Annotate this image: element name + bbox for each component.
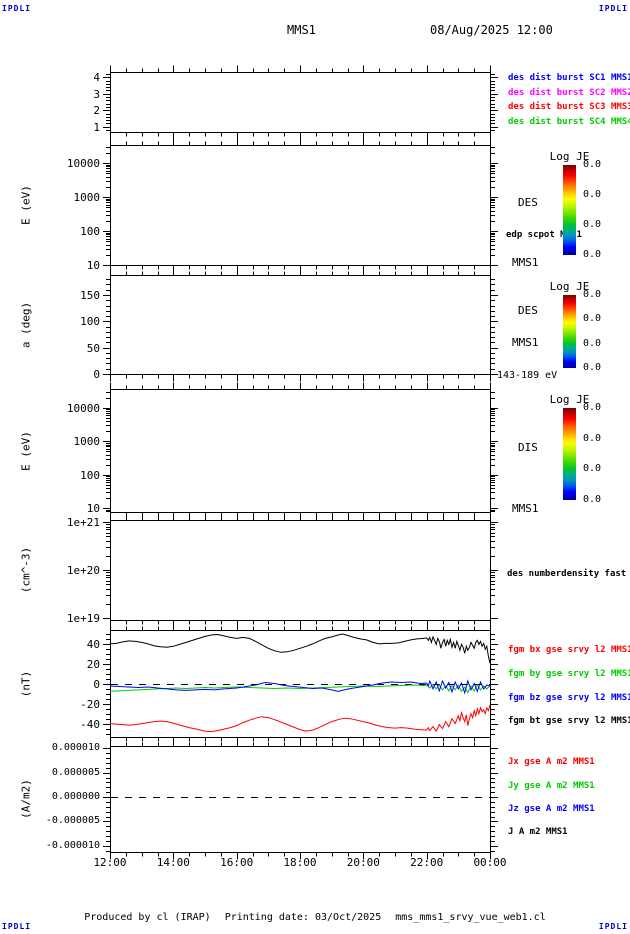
side-label: MMS1 <box>512 256 539 269</box>
y-tick-label: 0 <box>93 677 100 691</box>
y-tick-label: -20 <box>80 697 100 711</box>
y-tick-label: 0 <box>93 367 100 381</box>
x-tick-label: 14:00 <box>156 856 190 869</box>
y-tick-label: 10 <box>86 258 100 272</box>
colorbar <box>563 165 576 255</box>
y-axis-title: E (eV) <box>19 185 33 225</box>
colorbar <box>563 295 576 368</box>
page-title: MMS1 <box>287 23 316 37</box>
legend-item: Jx gse A m2 MMS1 <box>508 757 595 767</box>
colorbar-tick-label: 0.0 <box>583 494 602 505</box>
legend-item: des dist burst SC2 MMS2 <box>508 88 630 98</box>
legend-item: Jz gse A m2 MMS1 <box>508 804 595 814</box>
side-label: des numberdensity fast M <box>507 569 630 579</box>
side-label: J A m2 MMS1 <box>508 827 568 837</box>
ipdli-logo-bottom-right: IPDLI <box>598 922 628 931</box>
colorbar-tick-label: 0.0 <box>583 362 602 373</box>
y-axis-title: (cm^-3) <box>19 546 33 594</box>
colorbar-tick-label: 0.0 <box>583 249 602 260</box>
side-label: DES <box>518 304 538 317</box>
legend-item: Jy gse A m2 MMS1 <box>508 781 595 791</box>
colorbar-tick-label: 0.0 <box>583 289 602 300</box>
colorbar-title: Log JE <box>549 150 590 163</box>
y-tick-label: 10000 <box>66 401 100 415</box>
footer-printing-date: Printing date: 03/Oct/2025 <box>224 912 382 923</box>
y-tick-label: 100 <box>80 224 100 238</box>
y-tick-label: 1e+20 <box>66 563 100 577</box>
footer: Produced by cl (IRAP) Printing date: 03/… <box>0 912 630 923</box>
y-axis-title: (A/m2) <box>19 779 33 819</box>
colorbar-tick-label: 0.0 <box>583 337 602 349</box>
colorbar-title: Log JE <box>549 280 590 293</box>
x-tick-label: 20:00 <box>346 856 380 869</box>
colorbar-tick-label: 0.0 <box>583 159 602 170</box>
ipdli-logo-top-right: IPDLI <box>598 4 628 13</box>
y-tick-label: 0.000005 <box>51 766 100 778</box>
y-tick-label: -0.000010 <box>45 839 100 851</box>
y-tick-label: 100 <box>80 468 100 482</box>
colorbar <box>563 408 576 500</box>
colorbar-tick-label: 0.0 <box>583 402 602 413</box>
page-datetime: 08/Aug/2025 12:00 <box>430 23 553 37</box>
legend-item: fgm bt gse srvy l2 MMS1 <box>508 716 630 726</box>
x-tick-label: 18:00 <box>283 856 317 869</box>
y-tick-label: 10000 <box>66 156 100 170</box>
ipdli-logo-top-left: IPDLI <box>2 4 32 13</box>
colorbar-title: Log JE <box>549 393 590 406</box>
side-label: DES <box>518 196 538 209</box>
x-tick-label: 16:00 <box>220 856 254 869</box>
ipdli-logo-bottom-left: IPDLI <box>2 922 32 931</box>
legend-item: des dist burst SC1 MMS1 <box>508 73 630 83</box>
colorbar-tick-label: 0.0 <box>583 463 602 475</box>
legend-item: fgm by gse srvy l2 MMS1 <box>508 669 630 679</box>
legend-item: des dist burst SC4 MMS4 <box>508 117 630 127</box>
legend-item: des dist burst SC3 MMS3 <box>508 102 630 112</box>
side-label: 143-189 eV <box>497 370 558 381</box>
y-tick-label: 1000 <box>73 190 101 204</box>
y-tick-label: 100 <box>80 314 100 328</box>
x-tick-label: 00:00 <box>473 856 507 869</box>
y-tick-label: 1e+21 <box>66 515 100 529</box>
colorbar-tick-label: 0.0 <box>583 219 602 230</box>
y-tick-label: 1e+19 <box>66 611 100 625</box>
legend-item: fgm bx gse srvy l2 MMS1 <box>508 645 630 655</box>
footer-credit: Produced by cl (IRAP) <box>84 912 211 923</box>
y-tick-label: 10 <box>86 501 100 515</box>
y-tick-label: 20 <box>86 657 100 671</box>
y-tick-label: 3 <box>93 87 100 101</box>
colorbar-tick-label: 0.0 <box>583 189 602 200</box>
y-axis-title: (nT) <box>19 670 33 697</box>
colorbar-tick-label: 0.0 <box>583 432 602 444</box>
y-tick-label: 1000 <box>73 434 101 448</box>
x-tick-label: 22:00 <box>410 856 444 869</box>
side-label: DIS <box>518 441 538 454</box>
y-tick-label: 40 <box>86 637 100 651</box>
footer-script-name: mms_mms1_srvy_vue_web1.cl <box>395 912 546 923</box>
y-tick-label: 0.000000 <box>51 790 100 802</box>
y-tick-label: 150 <box>80 288 100 302</box>
y-tick-label: 1 <box>93 120 100 134</box>
side-label: MMS1 <box>512 502 539 515</box>
y-tick-label: -40 <box>80 717 100 731</box>
y-tick-label: 50 <box>86 341 100 355</box>
legend-item: fgm bz gse srvy l2 MMS1 <box>508 693 630 703</box>
side-label: MMS1 <box>512 336 539 349</box>
x-tick-label: 12:00 <box>93 856 127 869</box>
colorbar-tick-label: 0.0 <box>583 313 602 325</box>
y-axis-title: E (eV) <box>19 430 33 471</box>
y-tick-label: 0.000010 <box>51 741 100 753</box>
y-tick-label: 4 <box>93 70 100 84</box>
y-axis-title: a (deg) <box>19 301 33 348</box>
y-tick-label: 2 <box>93 103 100 117</box>
y-tick-label: -0.000005 <box>45 814 100 826</box>
